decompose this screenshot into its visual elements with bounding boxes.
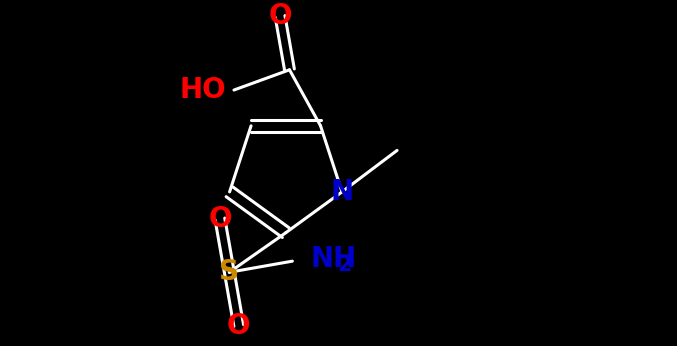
Text: 2: 2 <box>338 255 352 275</box>
Text: HO: HO <box>179 76 226 104</box>
Text: O: O <box>227 312 250 340</box>
Text: O: O <box>268 2 292 30</box>
Text: NH: NH <box>310 245 356 273</box>
Text: S: S <box>219 258 240 286</box>
Text: O: O <box>208 205 232 233</box>
Text: N: N <box>330 178 353 206</box>
